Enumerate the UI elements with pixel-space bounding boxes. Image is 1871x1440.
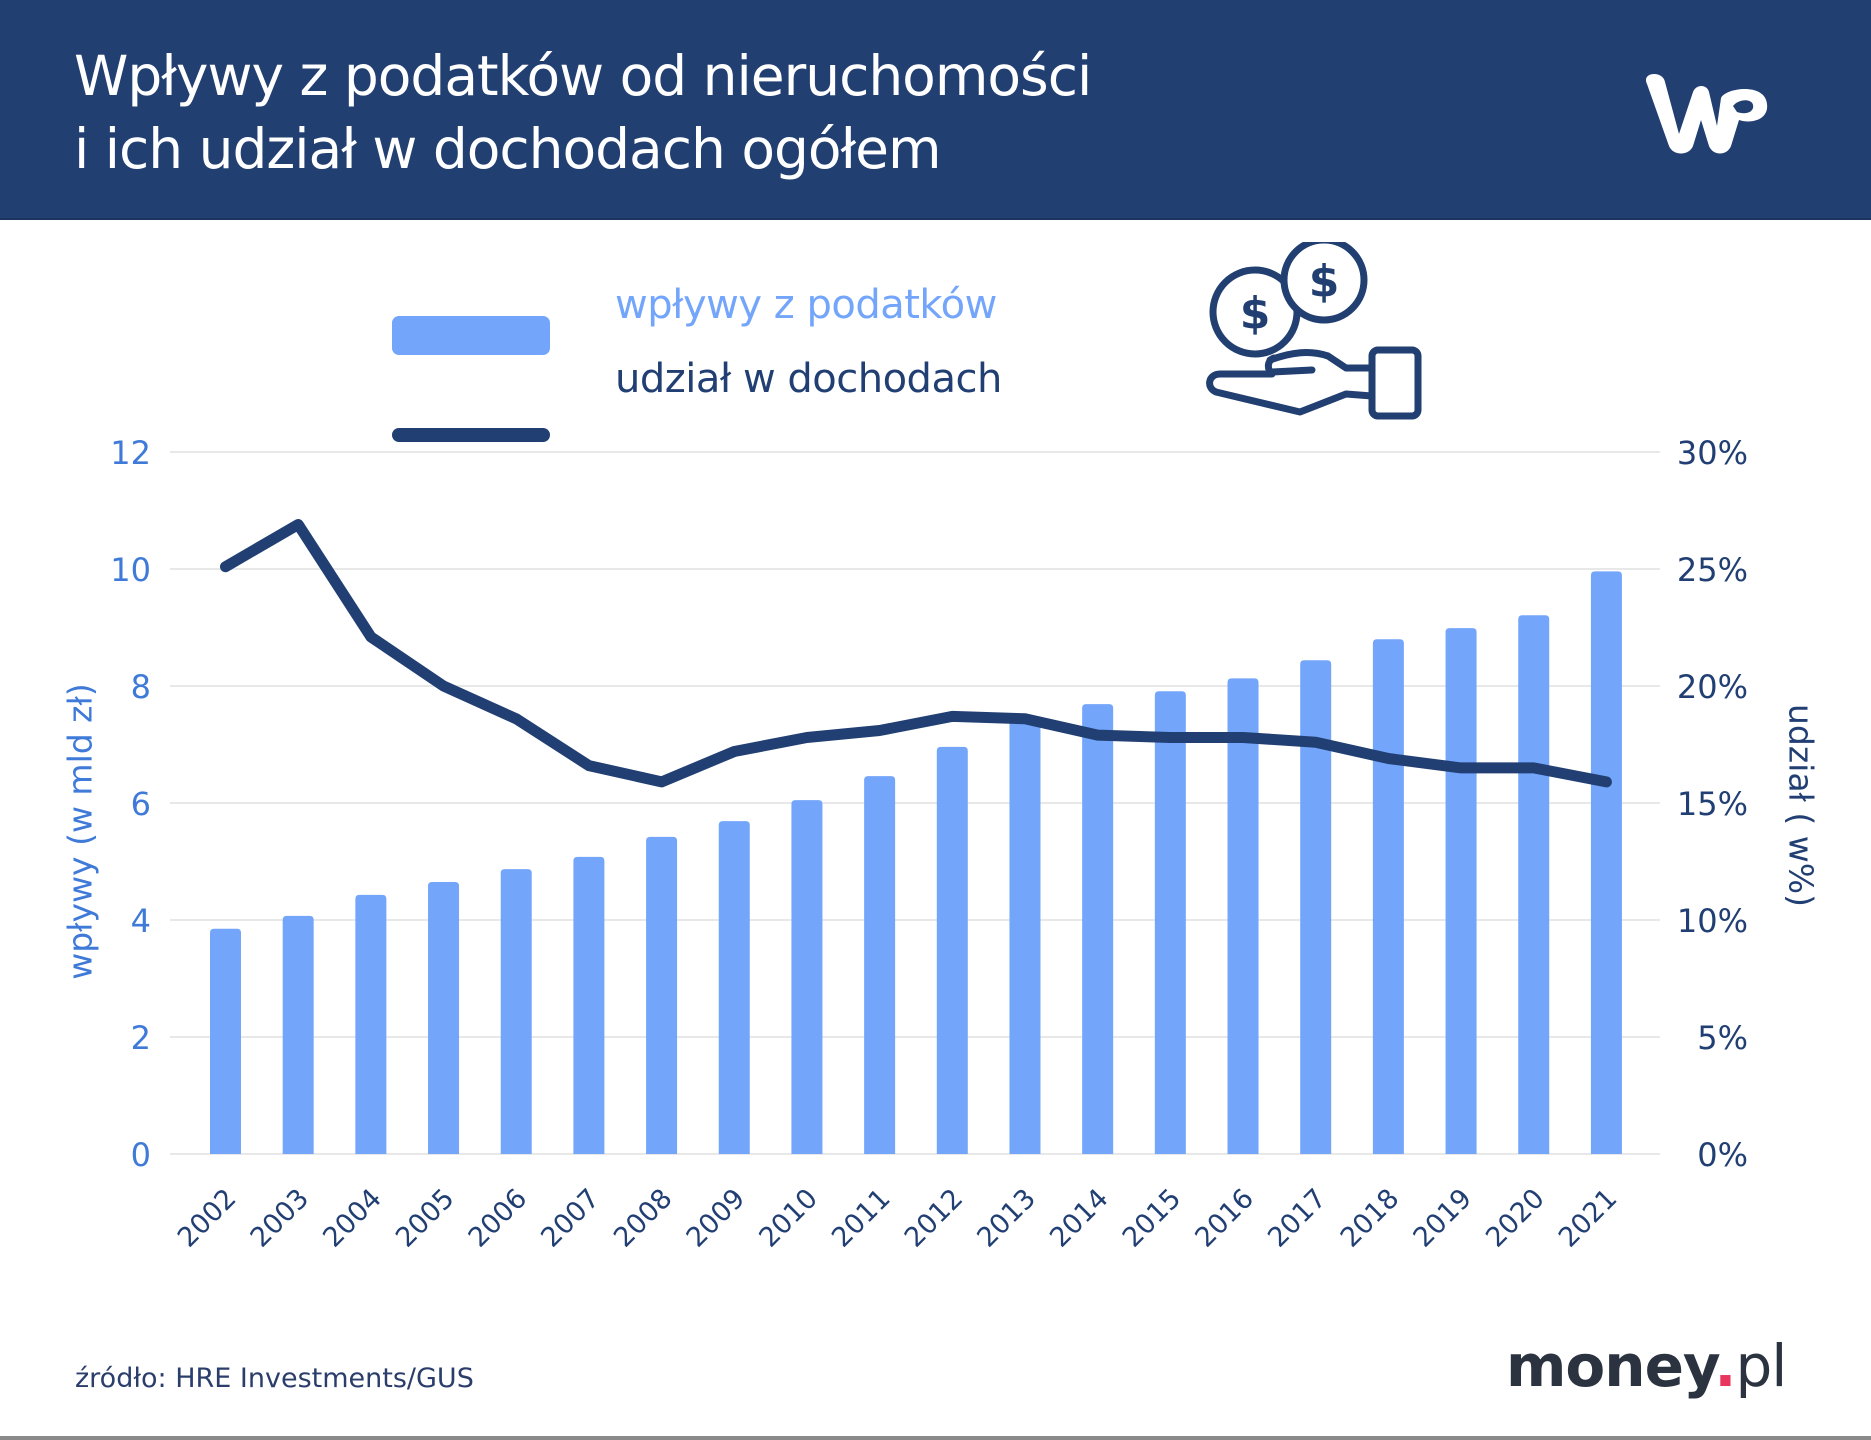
bar-2013 — [1009, 718, 1041, 1154]
x-tick-label: 2020 — [1480, 1183, 1551, 1254]
right-tick-label: 15% — [1677, 785, 1748, 823]
x-tick-label: 2013 — [971, 1183, 1042, 1254]
x-tick-label: 2003 — [245, 1183, 316, 1254]
right-axis-title: udział ( w%) — [1781, 703, 1821, 908]
line-series — [220, 519, 1612, 788]
x-tick-label: 2008 — [608, 1183, 679, 1254]
bar-2014 — [1082, 704, 1114, 1154]
left-tick-label: 6 — [131, 785, 151, 823]
x-tick-label: 2019 — [1407, 1183, 1478, 1254]
legend-label-bars: wpływy z podatków — [615, 282, 997, 328]
brand-dot: . — [1714, 1332, 1736, 1400]
bar-2019 — [1445, 628, 1477, 1154]
bar-series — [210, 571, 1622, 1154]
x-tick-label: 2009 — [681, 1183, 752, 1254]
right-tick-label: 0% — [1697, 1136, 1748, 1174]
x-tick-label: 2016 — [1189, 1183, 1260, 1254]
legend-line-swatch — [392, 428, 550, 442]
bar-2015 — [1154, 691, 1186, 1154]
bar-2011 — [864, 776, 896, 1154]
bar-2020 — [1518, 615, 1550, 1154]
left-tick-label: 2 — [131, 1019, 151, 1057]
bar-2009 — [718, 821, 750, 1154]
left-tick-label: 10 — [110, 551, 151, 589]
left-tick-label: 12 — [110, 434, 151, 472]
right-tick-label: 20% — [1677, 668, 1748, 706]
bar-2006 — [500, 869, 532, 1154]
x-tick-label: 2014 — [1044, 1183, 1115, 1254]
left-tick-label: 8 — [131, 668, 151, 706]
x-axis-labels: 2002 2003 2004 2005 2006 2007 2008 2009 2010 2011… — [172, 1183, 1623, 1254]
bar-2008 — [646, 836, 678, 1154]
right-axis-ticks: 0% 5% 10% 15% 20% 25% 30% — [1677, 434, 1748, 1174]
bar-2018 — [1372, 639, 1404, 1154]
x-tick-label: 2002 — [172, 1183, 243, 1254]
hand-with-coins-icon: $ $ — [1206, 242, 1422, 420]
bar-2007 — [573, 856, 605, 1154]
share-line — [220, 519, 1612, 788]
title-line-2: i ich udział w dochodach ogółem — [74, 117, 942, 181]
x-tick-label: 2010 — [753, 1183, 824, 1254]
svg-text:$: $ — [1309, 256, 1340, 307]
brand-main: money — [1506, 1332, 1715, 1400]
bar-2012 — [936, 746, 968, 1154]
left-tick-label: 4 — [131, 902, 151, 940]
bar-2010 — [791, 800, 823, 1154]
left-tick-label: 0 — [131, 1136, 151, 1174]
right-tick-label: 30% — [1677, 434, 1748, 472]
x-tick-label: 2018 — [1335, 1183, 1406, 1254]
x-tick-label: 2011 — [826, 1183, 897, 1254]
bar-2021 — [1590, 571, 1622, 1154]
right-tick-label: 25% — [1677, 551, 1748, 589]
legend-label-line: udział w dochodach — [615, 356, 1002, 402]
x-tick-label: 2007 — [535, 1183, 606, 1254]
source-note: źródło: HRE Investments/GUS — [75, 1363, 474, 1394]
bottom-divider — [0, 1436, 1871, 1440]
bar-2002 — [210, 928, 241, 1154]
legend-bar-swatch — [392, 316, 550, 355]
left-axis-ticks: 0 2 4 6 8 10 12 — [110, 434, 151, 1174]
wp-logo-icon — [1645, 73, 1768, 154]
bar-2016 — [1227, 678, 1259, 1154]
money-pl-logo: money.pl — [1506, 1332, 1787, 1400]
x-tick-label: 2012 — [899, 1183, 970, 1254]
x-tick-label: 2004 — [317, 1183, 388, 1254]
gridlines — [170, 451, 1660, 1155]
bar-2005 — [428, 881, 460, 1154]
x-tick-label: 2005 — [390, 1183, 461, 1254]
x-tick-label: 2015 — [1117, 1183, 1188, 1254]
right-tick-label: 10% — [1677, 902, 1748, 940]
chart-title: Wpływy z podatków od nieruchomości i ich… — [74, 40, 1092, 186]
x-tick-label: 2021 — [1553, 1183, 1624, 1254]
header-banner: Wpływy z podatków od nieruchomości i ich… — [0, 0, 1871, 220]
left-axis-title: wpływy (w mld zł) — [60, 683, 100, 980]
bar-2017 — [1300, 660, 1332, 1154]
brand-suffix: pl — [1735, 1332, 1787, 1400]
x-tick-label: 2017 — [1262, 1183, 1333, 1254]
title-line-1: Wpływy z podatków od nieruchomości — [74, 44, 1092, 108]
bar-2003 — [282, 915, 314, 1154]
bar-2004 — [355, 894, 387, 1154]
right-tick-label: 5% — [1697, 1019, 1748, 1057]
svg-text:$: $ — [1240, 288, 1271, 339]
x-tick-label: 2006 — [463, 1183, 534, 1254]
